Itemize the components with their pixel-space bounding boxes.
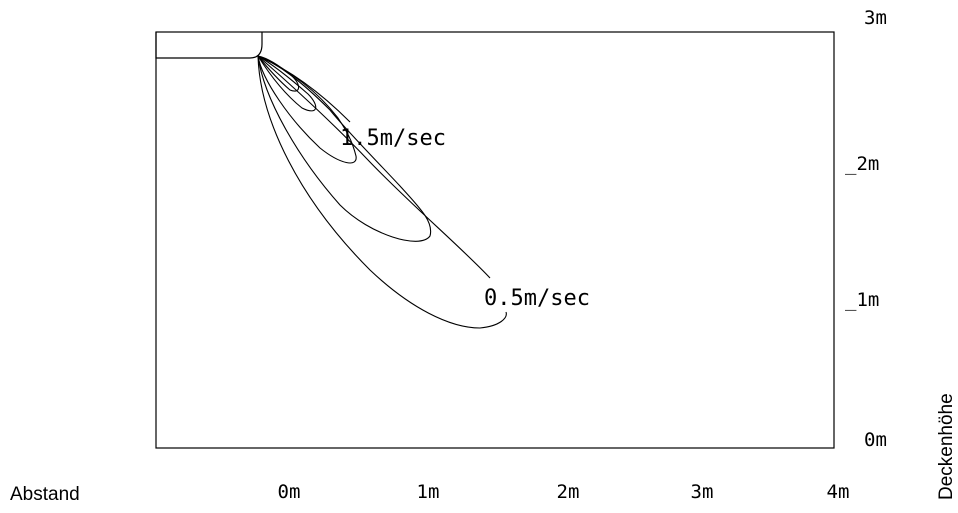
- x-axis-title: Abstand: [10, 484, 80, 505]
- y-axis-title: Deckenhöhe: [936, 393, 957, 500]
- ceiling-outlet: [155, 32, 263, 59]
- contour-inner-2: [257, 55, 317, 112]
- contour-label-1-5: 1.5m/sec: [340, 126, 446, 151]
- y-tick-label: 0m: [864, 429, 887, 451]
- x-tick-label: 3m: [691, 481, 714, 503]
- contour-1-0: [257, 55, 432, 242]
- x-tick-label: 4m: [827, 481, 850, 503]
- x-ticks: 0m 1m 2m 3m 4m: [278, 481, 850, 503]
- contour-0-5: [257, 55, 507, 329]
- y-tick-label: 3m: [864, 7, 887, 29]
- contour-1-5: [257, 55, 357, 164]
- contour-inner-1: [256, 55, 300, 92]
- y-tick-label: _2m: [845, 153, 879, 175]
- x-tick-label: 2m: [557, 481, 580, 503]
- contour-label-0-5: 0.5m/sec: [484, 286, 590, 311]
- plot-frame: [155, 31, 835, 449]
- y-tick-label: _1m: [845, 289, 879, 311]
- y-ticks: 0m _1m _2m 3m: [845, 7, 887, 451]
- x-tick-label: 0m: [278, 481, 301, 503]
- x-tick-label: 1m: [417, 481, 440, 503]
- contour-0-5-upper: [257, 55, 491, 279]
